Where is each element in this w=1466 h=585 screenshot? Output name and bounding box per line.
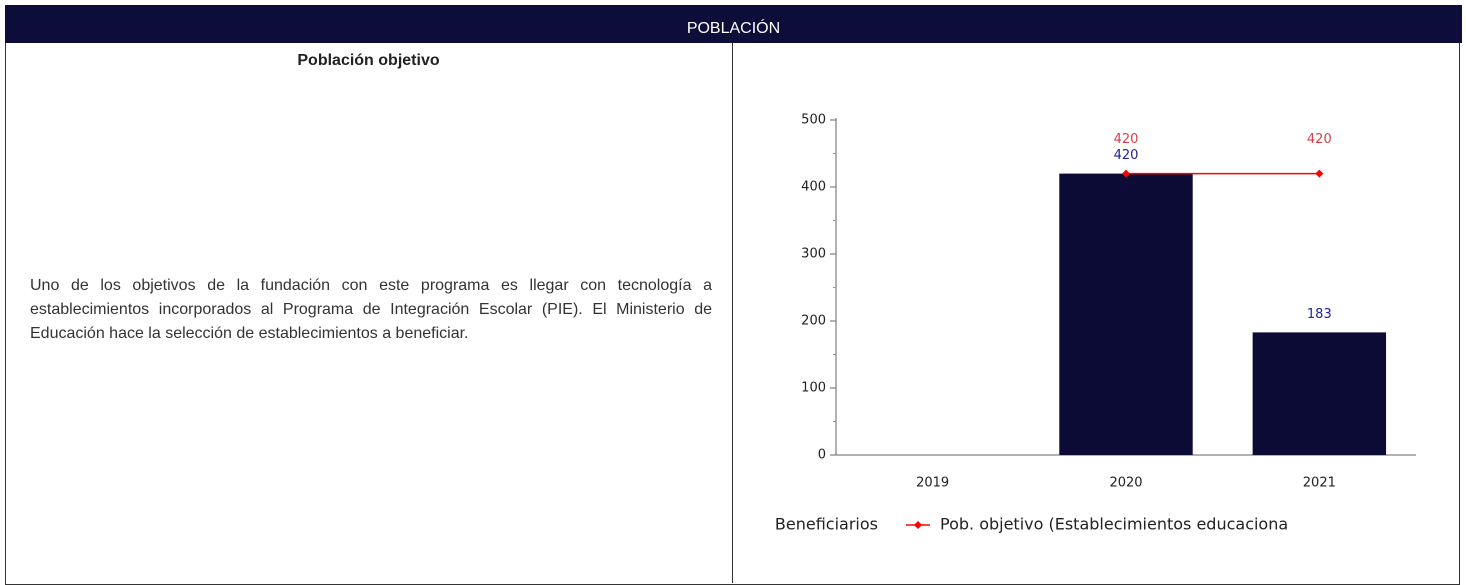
section-header: POBLACIÓN: [5, 5, 1462, 43]
bar-value-label: 420: [1114, 148, 1139, 163]
line-value-label: 420: [1114, 132, 1139, 147]
bar-value-label: 183: [1307, 307, 1332, 322]
y-tick-label: 300: [801, 247, 826, 262]
line-point: [1122, 169, 1130, 178]
y-tick-label: 0: [818, 448, 826, 463]
y-tick-label: 400: [801, 180, 826, 195]
y-tick-label: 200: [801, 314, 826, 329]
cell-title: Población objetivo: [297, 52, 440, 69]
x-tick-label: 2021: [1303, 476, 1336, 491]
description: Uno de los objetivos de la fundación con…: [30, 277, 712, 342]
bar: [1059, 173, 1193, 455]
legend-label: Pob. objetivo (Establecimientos educacio…: [940, 515, 1288, 534]
line-point: [1315, 169, 1324, 178]
y-tick-label: 500: [801, 113, 826, 128]
cell-divider: [732, 43, 733, 583]
line-value-label: 420: [1307, 132, 1332, 147]
legend-marker: [914, 521, 922, 529]
bar: [1252, 332, 1387, 455]
x-tick-label: 2019: [916, 476, 949, 491]
legend-label: Beneficiarios: [775, 515, 878, 534]
x-tick-label: 2020: [1109, 476, 1142, 491]
y-tick-label: 100: [801, 381, 826, 396]
